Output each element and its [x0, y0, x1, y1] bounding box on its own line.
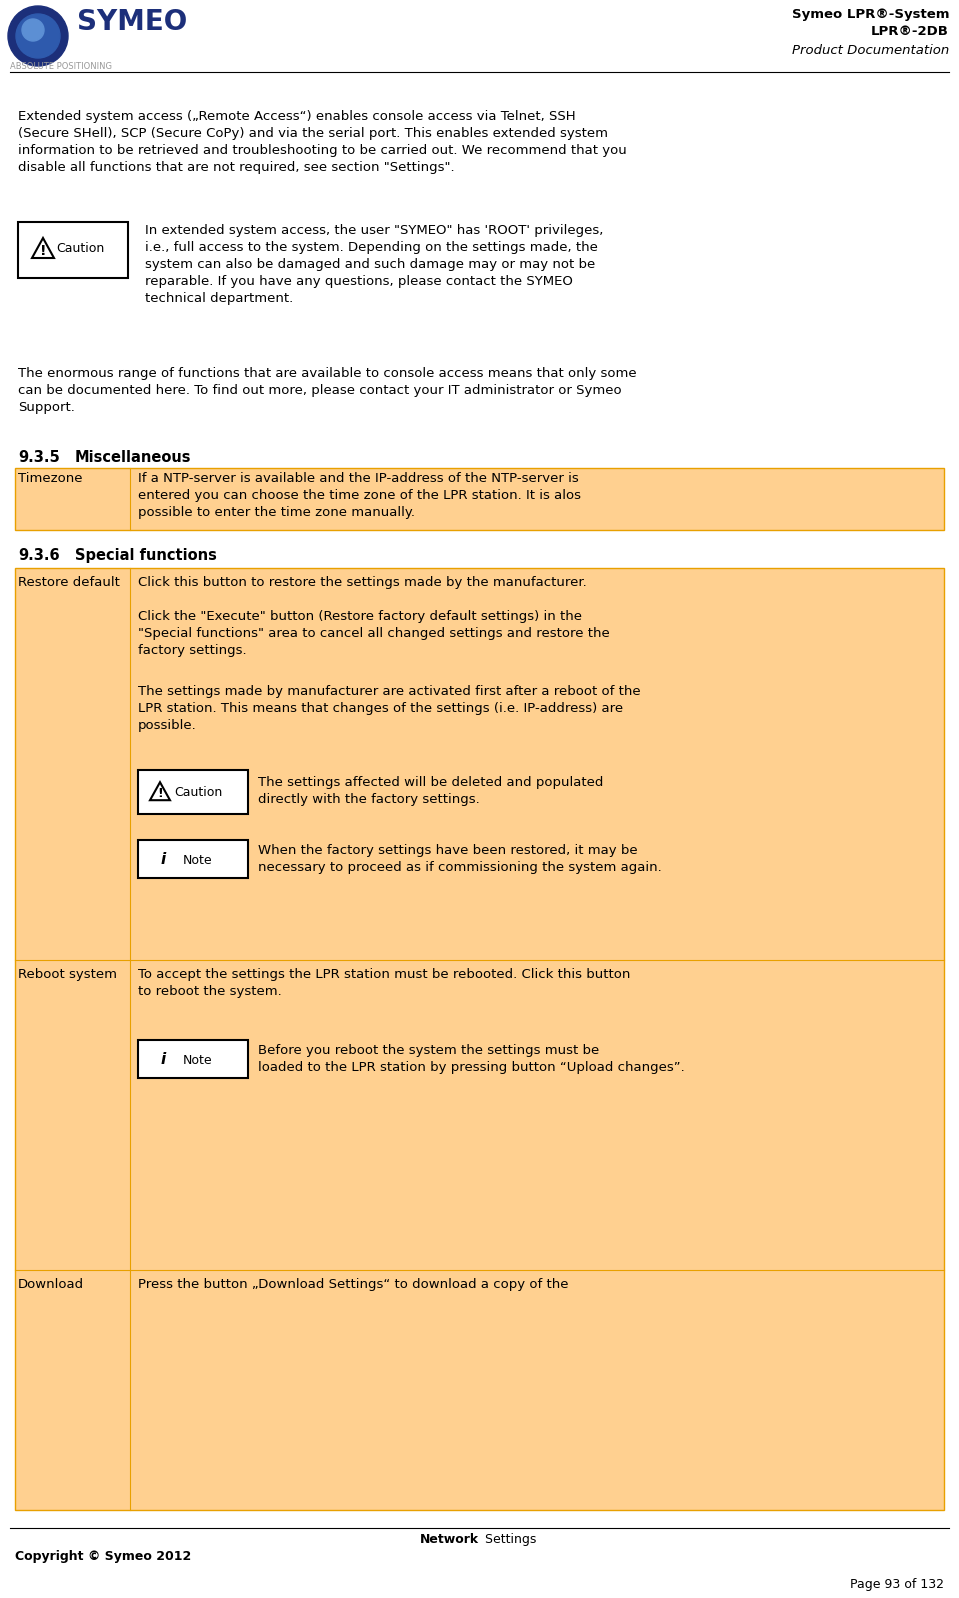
Text: Before you reboot the system the settings must be
loaded to the LPR station by p: Before you reboot the system the setting… — [258, 1043, 685, 1074]
Text: Caution: Caution — [56, 243, 105, 256]
Text: The settings made by manufacturer are activated first after a reboot of the
LPR : The settings made by manufacturer are ac… — [138, 686, 641, 732]
Text: Press the button „Download Settings“ to download a copy of the: Press the button „Download Settings“ to … — [138, 1278, 569, 1291]
Text: If a NTP-server is available and the IP-address of the NTP-server is
entered you: If a NTP-server is available and the IP-… — [138, 471, 581, 519]
Circle shape — [16, 14, 60, 58]
Text: SYMEO: SYMEO — [77, 8, 187, 37]
Text: Product Documentation: Product Documentation — [792, 45, 949, 58]
Text: LPR®-2DB: LPR®-2DB — [871, 26, 949, 38]
Text: Settings: Settings — [481, 1532, 536, 1545]
FancyBboxPatch shape — [15, 468, 944, 531]
Text: Caution: Caution — [174, 786, 222, 799]
FancyBboxPatch shape — [18, 222, 128, 278]
Circle shape — [22, 19, 44, 42]
Text: Page 93 of 132: Page 93 of 132 — [850, 1577, 944, 1592]
FancyBboxPatch shape — [138, 841, 248, 877]
Text: !: ! — [39, 244, 46, 257]
Text: Restore default: Restore default — [18, 575, 120, 590]
Text: 9.3.6: 9.3.6 — [18, 548, 59, 562]
Text: Note: Note — [183, 853, 213, 866]
FancyBboxPatch shape — [15, 567, 944, 1510]
Text: Download: Download — [18, 1278, 84, 1291]
FancyBboxPatch shape — [138, 1040, 248, 1079]
Text: ABSOLUTE POSITIONING: ABSOLUTE POSITIONING — [10, 62, 112, 70]
Text: !: ! — [157, 788, 163, 801]
Text: Network: Network — [420, 1532, 479, 1545]
Text: Copyright © Symeo 2012: Copyright © Symeo 2012 — [15, 1550, 191, 1563]
Text: Note: Note — [183, 1053, 213, 1066]
Text: i: i — [160, 852, 166, 868]
Circle shape — [8, 6, 68, 66]
Text: When the factory settings have been restored, it may be
necessary to proceed as : When the factory settings have been rest… — [258, 844, 662, 874]
Text: Extended system access („Remote Access“) enables console access via Telnet, SSH
: Extended system access („Remote Access“)… — [18, 110, 627, 174]
FancyBboxPatch shape — [138, 770, 248, 813]
Text: i: i — [160, 1053, 166, 1067]
Text: Miscellaneous: Miscellaneous — [75, 451, 192, 465]
Text: Click the "Execute" button (Restore factory default settings) in the
"Special fu: Click the "Execute" button (Restore fact… — [138, 610, 610, 657]
Text: The enormous range of functions that are available to console access means that : The enormous range of functions that are… — [18, 368, 637, 414]
Text: Symeo LPR®-System: Symeo LPR®-System — [791, 8, 949, 21]
Text: Click this button to restore the settings made by the manufacturer.: Click this button to restore the setting… — [138, 575, 587, 590]
Text: Timezone: Timezone — [18, 471, 82, 486]
Text: 9.3.5: 9.3.5 — [18, 451, 59, 465]
Text: Reboot system: Reboot system — [18, 968, 117, 981]
Text: To accept the settings the LPR station must be rebooted. Click this button
to re: To accept the settings the LPR station m… — [138, 968, 630, 999]
Text: In extended system access, the user "SYMEO" has 'ROOT' privileges,
i.e., full ac: In extended system access, the user "SYM… — [145, 224, 603, 305]
Text: The settings affected will be deleted and populated
directly with the factory se: The settings affected will be deleted an… — [258, 777, 603, 805]
Text: Special functions: Special functions — [75, 548, 217, 562]
